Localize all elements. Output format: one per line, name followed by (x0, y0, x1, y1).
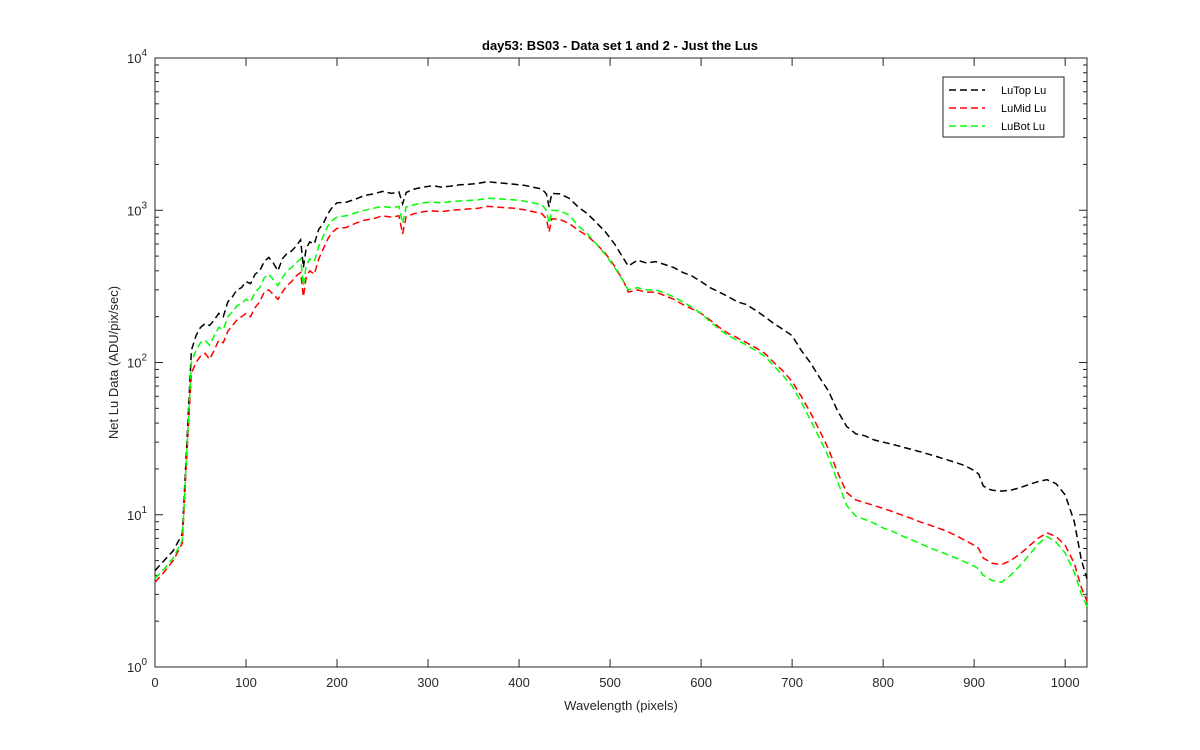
y-axis-label: Net Lu Data (ADU/pix/sec) (106, 286, 121, 439)
series-line-0 (154, 180, 1088, 579)
y-tick-exponent: 2 (141, 353, 147, 364)
legend-label: LuBot Lu (1001, 121, 1045, 133)
y-tick-base: 10 (127, 51, 141, 66)
y-tick-base: 10 (127, 508, 141, 523)
y-tick-label: 101 (127, 505, 147, 523)
y-tick-exponent: 0 (141, 657, 147, 668)
x-tick-label: 300 (417, 675, 439, 690)
y-tick-exponent: 4 (141, 48, 147, 59)
y-tick-label: 100 (127, 657, 147, 675)
y-tick-label: 102 (127, 353, 147, 371)
y-tick-base: 10 (127, 203, 141, 218)
x-tick-label: 100 (235, 675, 257, 690)
x-tick-label: 200 (326, 675, 348, 690)
y-tick-base: 10 (127, 356, 141, 371)
x-tick-label: 600 (690, 675, 712, 690)
series-lines (154, 180, 1088, 607)
x-tick-label: 1000 (1051, 675, 1080, 690)
x-tick-label: 700 (781, 675, 803, 690)
x-tick-label: 400 (508, 675, 530, 690)
y-tick-label: 104 (127, 48, 147, 66)
plot-area: 0 100 200 300 400 500 600 700 800 900 1000 1001011… (127, 48, 1088, 690)
x-axis-label: Wavelength (pixels) (564, 698, 678, 713)
x-tick-label: 500 (599, 675, 621, 690)
x-tick-label: 900 (963, 675, 985, 690)
y-tick-label: 103 (127, 200, 147, 218)
y-tick-exponent: 1 (141, 505, 147, 516)
y-tick-exponent: 3 (141, 200, 147, 211)
legend-label: LuTop Lu (1001, 85, 1046, 97)
x-tick-label: 800 (872, 675, 894, 690)
legend-box (942, 76, 1065, 138)
axes-box (154, 57, 1088, 668)
legend-label: LuMid Lu (1001, 103, 1046, 115)
chart-title: day53: BS03 - Data set 1 and 2 - Just th… (482, 38, 758, 53)
y-tick-base: 10 (127, 660, 141, 675)
series-line-1 (154, 205, 1088, 602)
series-line-2 (154, 197, 1088, 607)
legend: LuTop Lu LuMid Lu LuBot Lu (942, 76, 1065, 138)
x-tick-label: 0 (151, 675, 158, 690)
x-axis: 0 100 200 300 400 500 600 700 800 900 1000 (151, 58, 1080, 690)
